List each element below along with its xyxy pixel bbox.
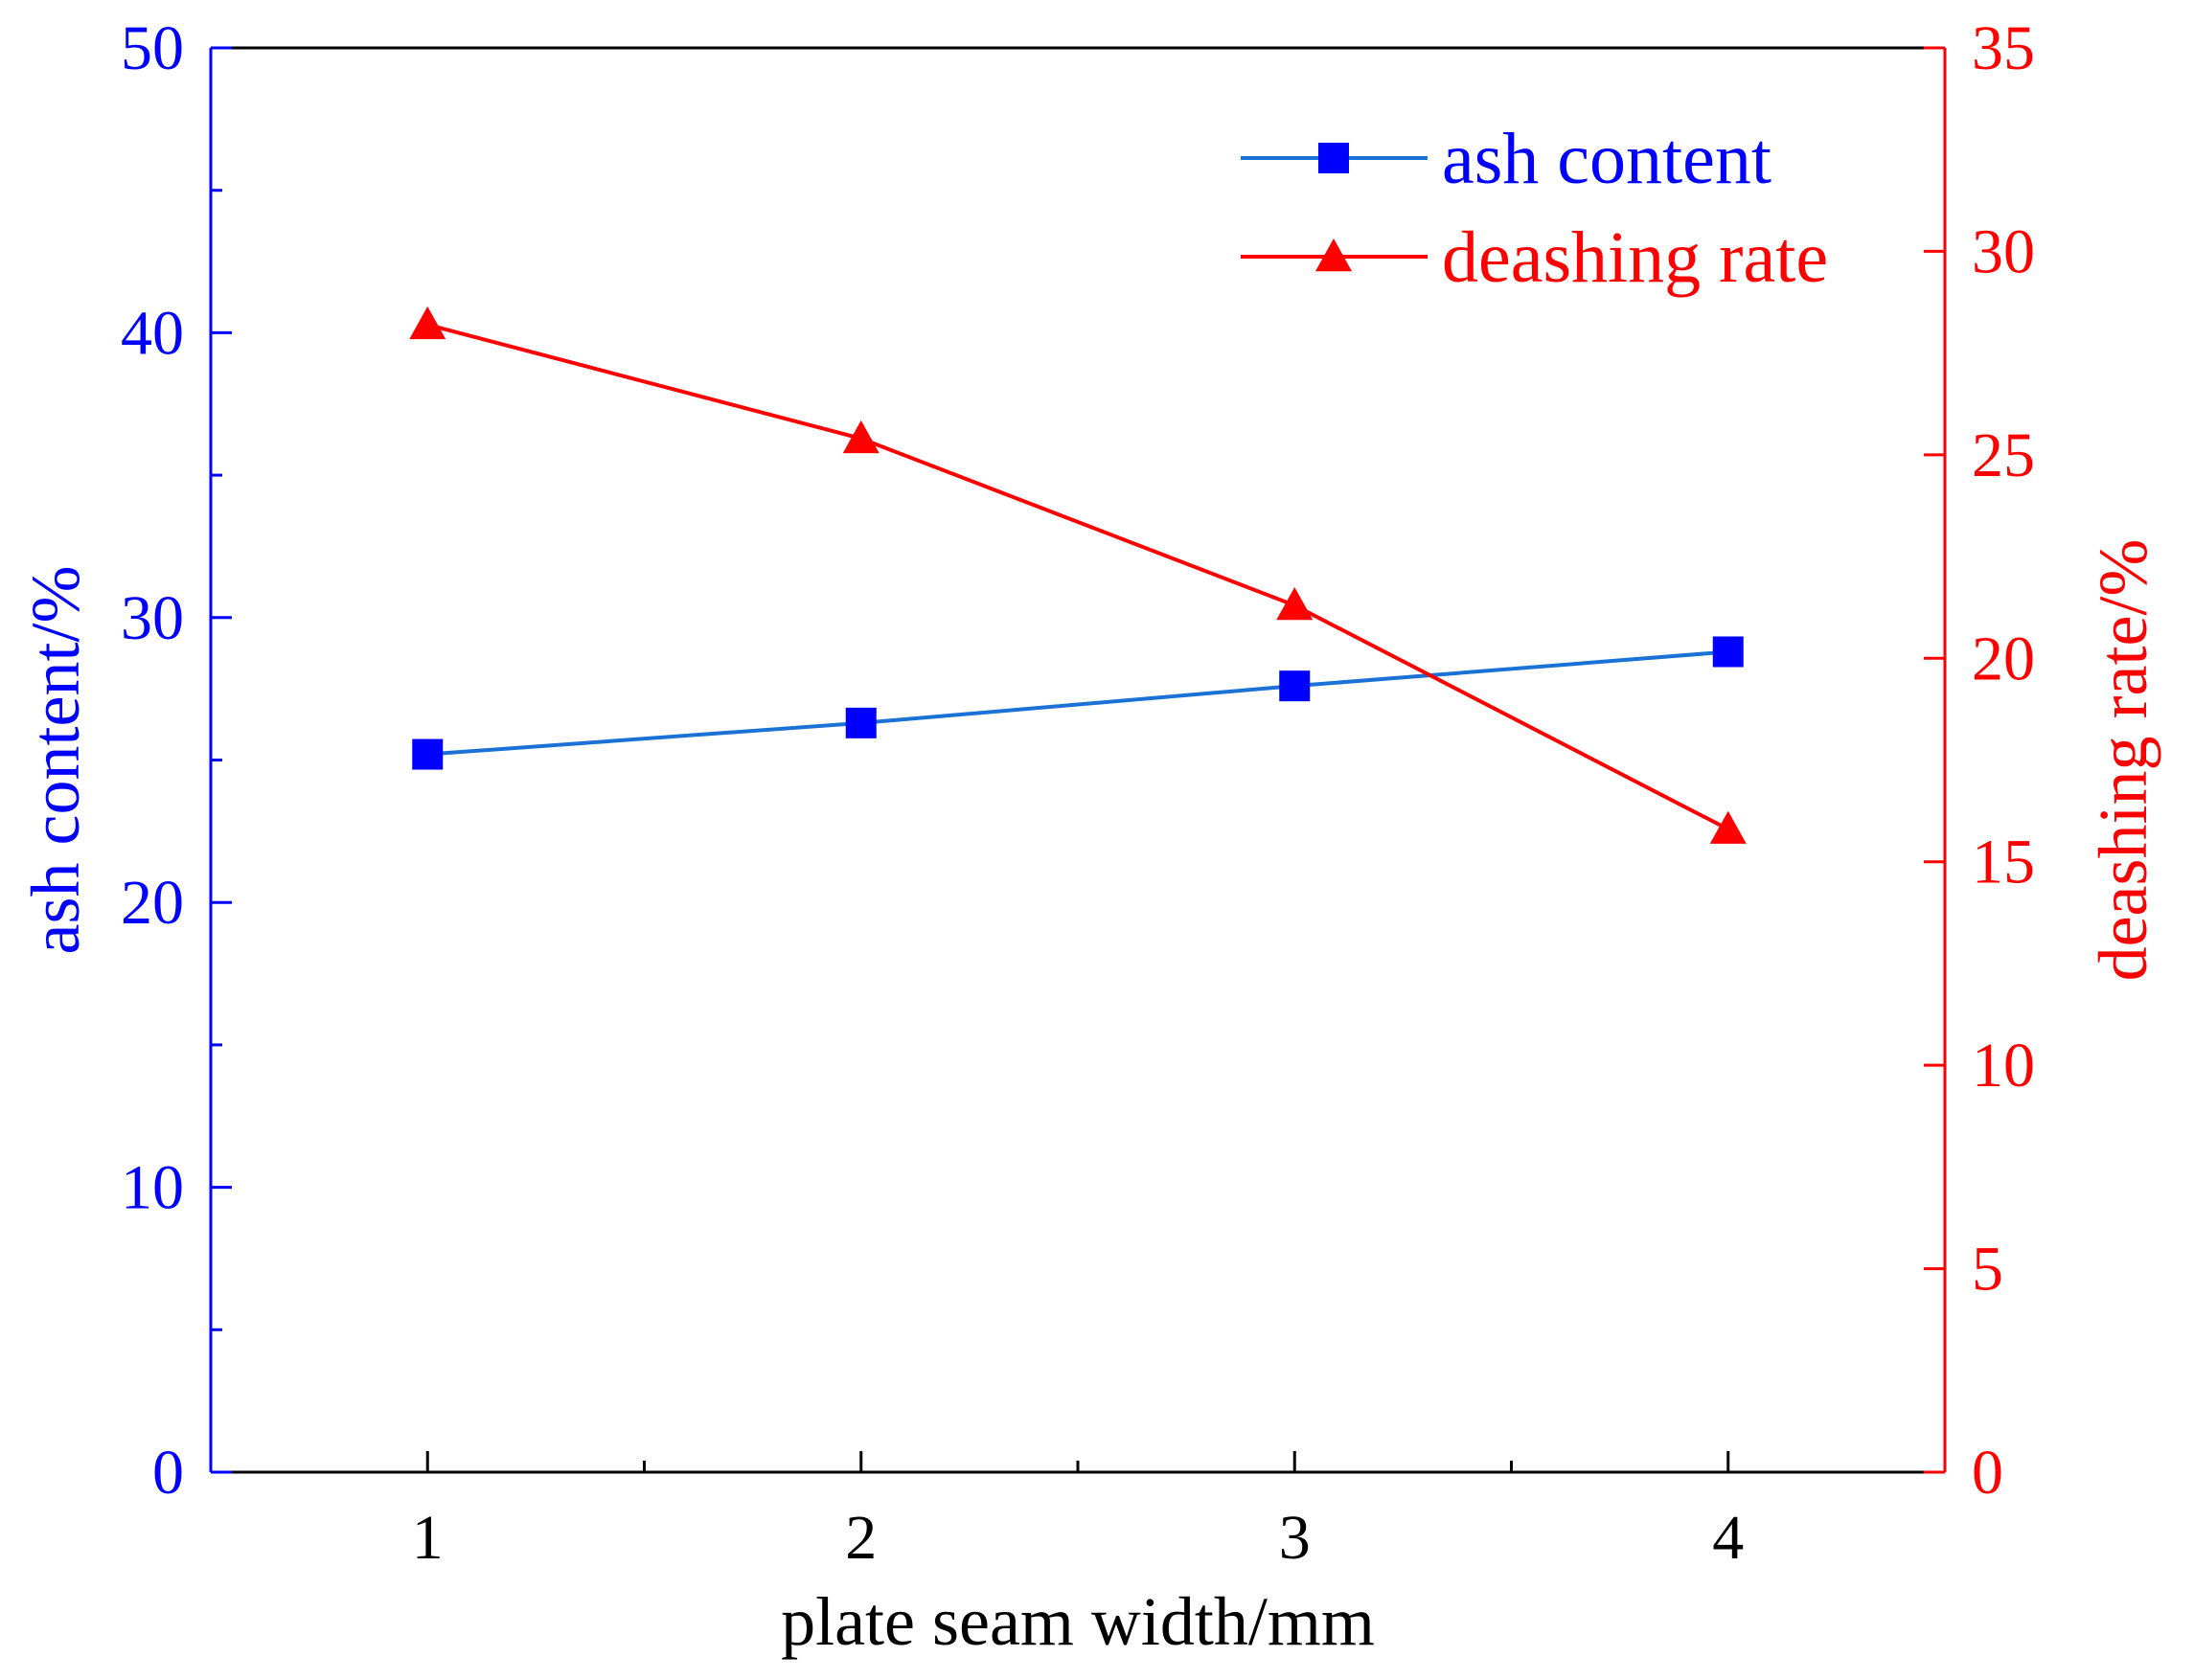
ash-content-point <box>1279 670 1311 702</box>
y-right-tick-label: 5 <box>1972 1235 2003 1305</box>
y-left-tick-label: 20 <box>121 868 184 938</box>
x-tick-label: 1 <box>412 1503 444 1573</box>
deashing-rate-point <box>842 420 880 454</box>
y-right-tick-label: 30 <box>1972 216 2035 286</box>
ash-content-point <box>845 707 877 738</box>
legend: ash content deashing rate <box>1241 119 1828 298</box>
series-lines <box>426 322 1729 831</box>
legend-deashing-rate-label: deashing rate <box>1442 217 1828 298</box>
y-right-tick-label: 35 <box>1972 13 2035 83</box>
y-right-tick-label: 25 <box>1972 420 2035 490</box>
deashing-rate-point <box>409 306 446 340</box>
legend-deashing-rate-marker <box>1315 238 1352 272</box>
deashing-rate-point <box>1709 810 1747 844</box>
legend-ash-content-marker <box>1318 143 1349 173</box>
y-left-tick-label: 30 <box>121 583 184 653</box>
deashing-rate-point <box>1276 587 1314 621</box>
y-right-tick-label: 10 <box>1972 1031 2035 1101</box>
deashing-rate-line <box>426 322 1729 831</box>
y-left-tick-label: 10 <box>121 1153 184 1223</box>
ash-content-point <box>1712 636 1744 668</box>
y-left-axis-title: ash content/% <box>17 566 94 955</box>
ash-content-line <box>427 649 1728 757</box>
x-axis-title: plate seam width/mm <box>781 1583 1375 1660</box>
legend-ash-content-label: ash content <box>1442 119 1771 199</box>
y-left-tick-label: 0 <box>152 1438 184 1508</box>
x-tick-label: 2 <box>845 1503 877 1573</box>
series-markers <box>409 306 1747 844</box>
y-left-tick-label: 40 <box>121 298 184 368</box>
ash-content-point <box>412 738 444 770</box>
y-left-tick-label: 50 <box>121 13 184 83</box>
y-right-tick-label: 15 <box>1972 828 2035 897</box>
y-right-tick-label: 0 <box>1972 1438 2003 1508</box>
x-tick-label: 4 <box>1712 1503 1744 1573</box>
y-right-axis-title: deashing rate/% <box>2085 539 2161 982</box>
x-tick-label: 3 <box>1279 1503 1311 1573</box>
y-right-tick-label: 20 <box>1972 624 2035 693</box>
